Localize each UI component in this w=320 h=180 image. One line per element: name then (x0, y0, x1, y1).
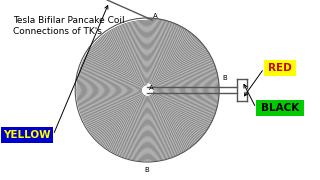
Text: A: A (153, 13, 157, 19)
FancyBboxPatch shape (256, 100, 304, 116)
Text: YELLOW: YELLOW (4, 130, 51, 140)
Text: A: A (149, 85, 154, 91)
Text: B: B (145, 167, 149, 173)
FancyBboxPatch shape (1, 127, 53, 143)
Text: Connections of TK's: Connections of TK's (13, 27, 102, 36)
Text: Tesla Bifilar Pancake Coil: Tesla Bifilar Pancake Coil (13, 16, 124, 25)
Text: RED: RED (268, 63, 292, 73)
Text: BLACK: BLACK (261, 103, 299, 113)
Text: B: B (223, 75, 228, 81)
FancyBboxPatch shape (264, 60, 296, 76)
